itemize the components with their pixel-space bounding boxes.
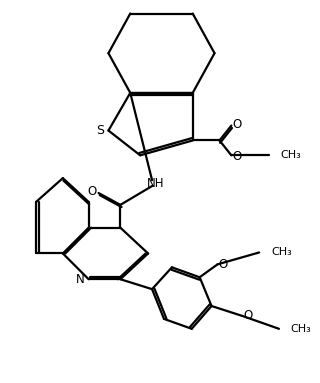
Text: O: O (87, 185, 96, 198)
Text: CH₃: CH₃ (280, 150, 301, 160)
Text: CH₃: CH₃ (271, 247, 292, 257)
Text: N: N (76, 273, 85, 286)
Text: S: S (97, 124, 105, 137)
Text: O: O (233, 150, 242, 163)
Text: O: O (219, 258, 228, 271)
Text: O: O (233, 118, 242, 131)
Text: O: O (244, 309, 253, 322)
Text: CH₃: CH₃ (291, 324, 312, 334)
Text: NH: NH (147, 177, 165, 190)
